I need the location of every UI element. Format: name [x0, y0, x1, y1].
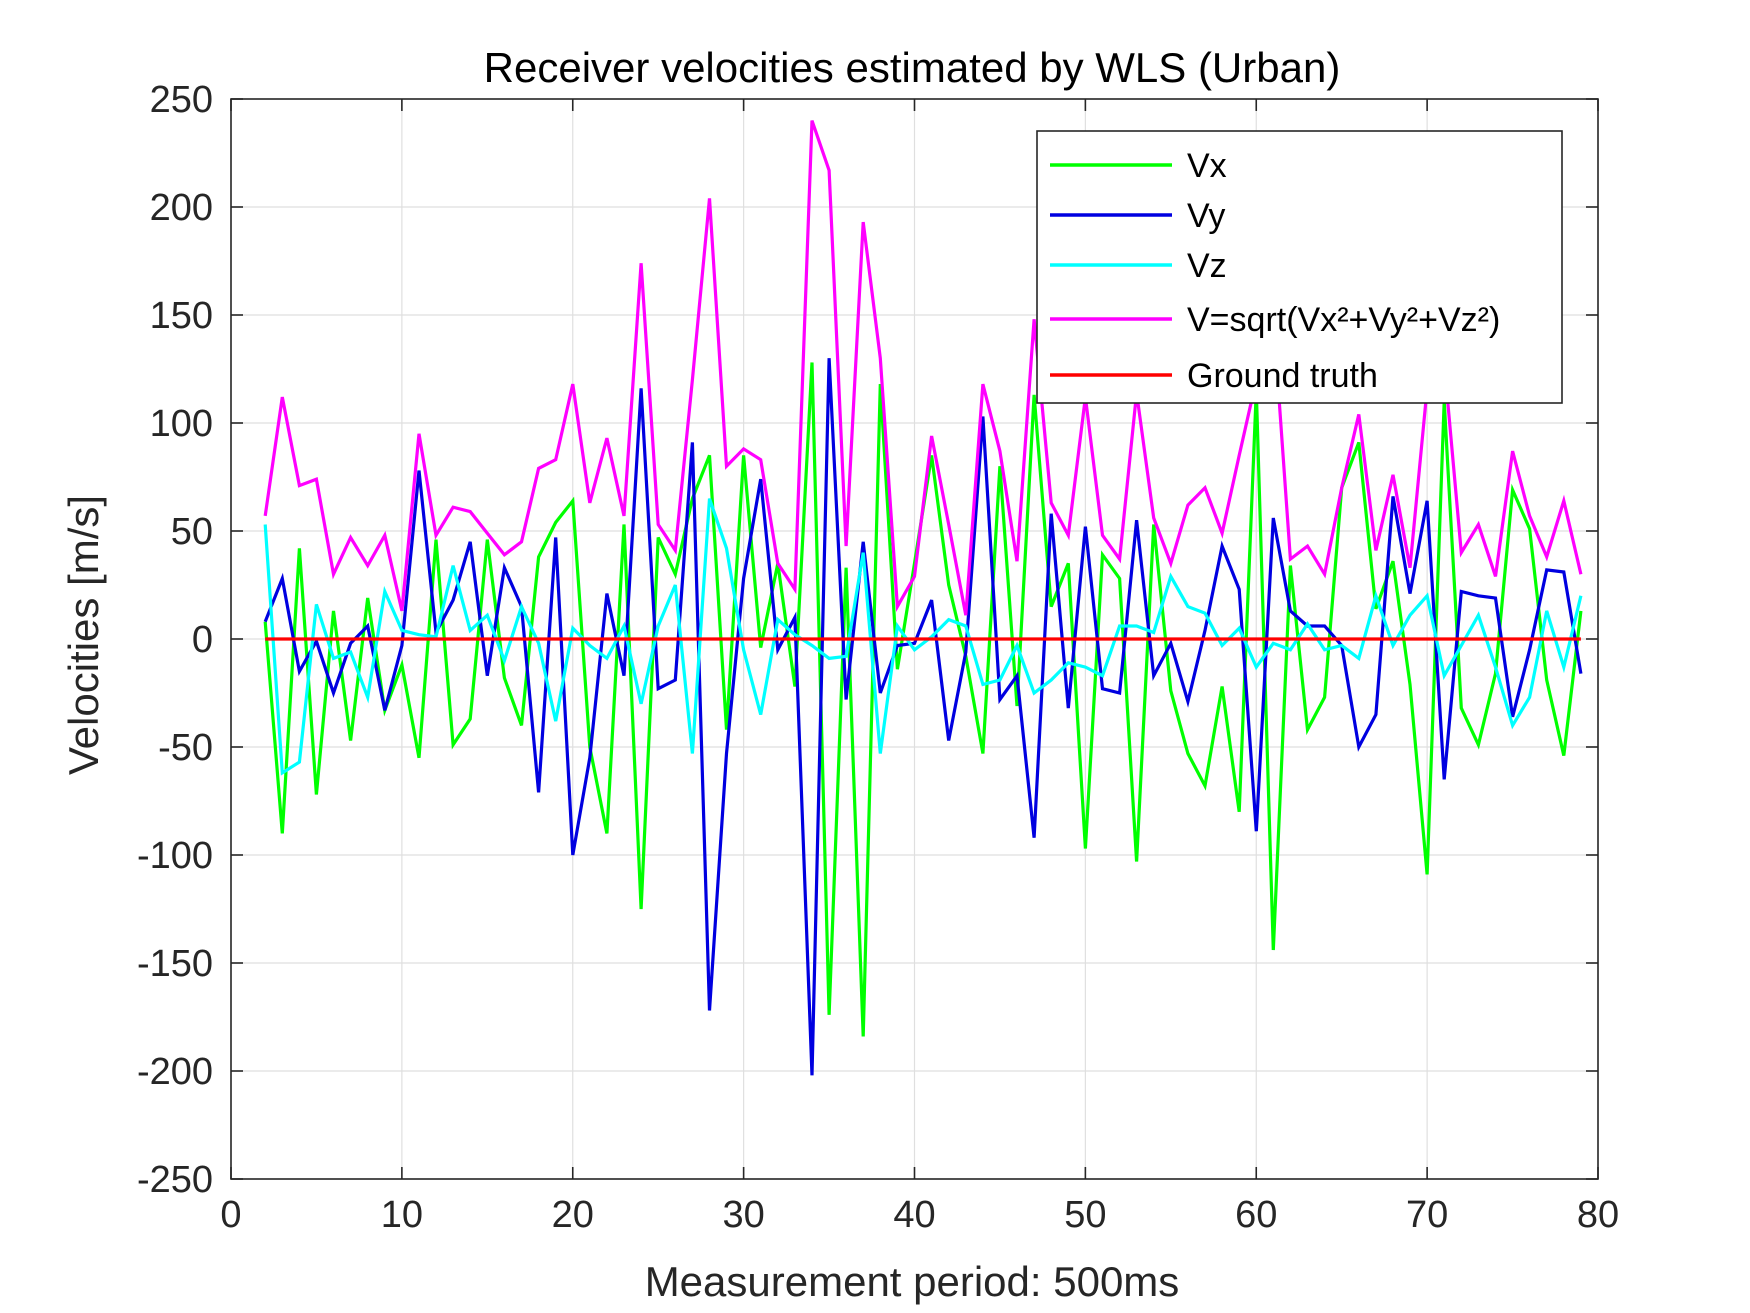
legend-label-vx: Vx: [1187, 147, 1227, 185]
x-tick-label: 0: [220, 1194, 241, 1236]
y-tick-label: 150: [150, 295, 213, 337]
chart-title: Receiver velocities estimated by WLS (Ur…: [484, 44, 1341, 91]
y-tick-label: -100: [137, 835, 213, 877]
ticks: 0 10 20 30 40 50 60 70 80 250 200 150 100 50 0 -50 -100 -…: [137, 79, 1619, 1236]
x-tick-label: 10: [381, 1194, 423, 1236]
y-axis-label: Velocities [m/s]: [60, 495, 107, 775]
y-tick-label: -50: [158, 727, 213, 769]
legend-label-v-sqrt-vx-vy-vz: V=sqrt(Vx²+Vy²+Vz²): [1187, 301, 1500, 339]
y-tick-label: -250: [137, 1159, 213, 1201]
x-tick-label: 40: [893, 1194, 935, 1236]
x-axis-label: Measurement period: 500ms: [645, 1258, 1180, 1305]
legend-label-vy: Vy: [1187, 197, 1225, 235]
x-tick-label: 80: [1577, 1194, 1619, 1236]
y-tick-label: -200: [137, 1051, 213, 1093]
y-tick-label: 200: [150, 187, 213, 229]
legend-box: [1036, 130, 1563, 404]
y-tick-label: 50: [171, 511, 213, 553]
x-tick-label: 20: [552, 1194, 594, 1236]
y-tick-label: 100: [150, 403, 213, 445]
x-tick-label: 30: [722, 1194, 764, 1236]
legend-label-ground-truth: Ground truth: [1187, 357, 1378, 395]
series-group: [263, 120, 1583, 1076]
legend-items: Vx Vy Vz V=sqrt(Vx²+Vy²+Vz²) Ground truth: [1050, 147, 1500, 395]
x-tick-label: 60: [1235, 1194, 1277, 1236]
y-tick-label: 250: [150, 79, 213, 121]
legend-label-vz: Vz: [1187, 247, 1227, 285]
x-tick-label: 70: [1406, 1194, 1448, 1236]
legend: Vx Vy Vz V=sqrt(Vx²+Vy²+Vz²) Ground truth: [1036, 130, 1563, 404]
series-line-vy: [263, 358, 1583, 1076]
y-tick-label: 0: [192, 619, 213, 661]
series-line-v-sqrt-vx-vy-vz: [263, 120, 1583, 616]
series-line-vz: [263, 498, 1583, 776]
x-tick-label: 50: [1064, 1194, 1106, 1236]
y-tick-label: -150: [137, 943, 213, 985]
